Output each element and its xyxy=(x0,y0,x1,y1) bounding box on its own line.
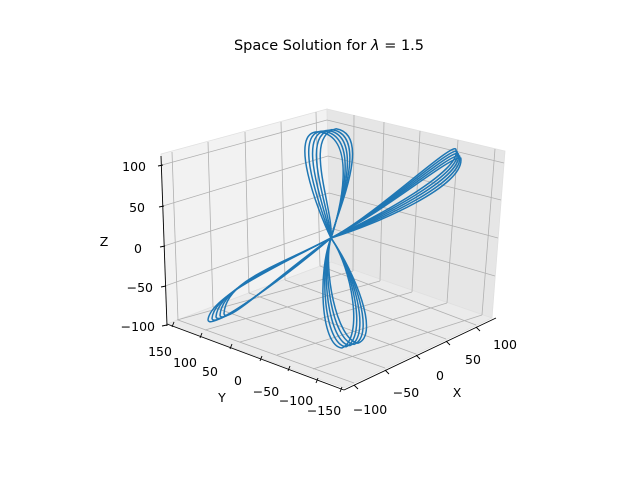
x-tick-label: −100 xyxy=(353,402,387,417)
z-tick-label: 100 xyxy=(122,159,146,174)
x-tick xyxy=(384,369,390,375)
trajectory-series xyxy=(207,128,462,349)
trajectory-loop xyxy=(223,128,462,344)
y-tick xyxy=(339,386,343,393)
grid-line xyxy=(164,227,331,287)
z-axis-line xyxy=(160,155,168,327)
y-tick-label: 50 xyxy=(202,364,218,379)
y-tick-label: −50 xyxy=(253,384,279,399)
z-tick-label: 50 xyxy=(129,200,145,215)
z-tick-label: −50 xyxy=(127,280,153,295)
y-tick-label: 100 xyxy=(173,355,197,370)
x-tick xyxy=(353,384,359,390)
y-axis-line xyxy=(166,323,345,391)
grid-line xyxy=(239,291,413,343)
x-tick-labels: −100 −50 0 50 100 xyxy=(353,337,517,417)
grid-line xyxy=(163,192,330,247)
y-tick xyxy=(171,321,175,328)
grid-line xyxy=(326,119,505,164)
grid-line xyxy=(312,314,483,370)
grid-line xyxy=(280,121,286,281)
z-tick-label: 0 xyxy=(134,241,142,256)
x-tick xyxy=(475,326,481,332)
grid-line xyxy=(276,302,448,356)
grid-line xyxy=(207,141,214,308)
y-tick-label: −150 xyxy=(307,403,341,418)
grid-line xyxy=(481,148,496,316)
y-tick-labels: 150 100 50 0 −50 −100 −150 xyxy=(148,344,341,418)
x-axis-line xyxy=(343,317,497,391)
chart-title-symbol: λ xyxy=(370,38,380,54)
grid-line xyxy=(352,114,355,272)
y-tick xyxy=(287,365,291,372)
grid-line xyxy=(177,319,355,384)
y-tick-label: 150 xyxy=(148,344,172,359)
y-axis-label: Y xyxy=(217,390,226,405)
z-axis-label: Z xyxy=(100,234,109,249)
grid-line xyxy=(161,119,328,166)
z-tick-labels: 100 50 0 −50 −100 xyxy=(121,159,155,334)
grid-line xyxy=(379,121,385,282)
grid-line xyxy=(329,227,496,277)
grid-line xyxy=(446,139,459,304)
grid-line xyxy=(244,131,250,294)
chart-title-suffix: = 1.5 xyxy=(380,38,424,54)
grid-line xyxy=(319,265,477,326)
grid-line xyxy=(171,151,179,321)
x-tick-label: −50 xyxy=(393,385,419,400)
y-tick-label: 0 xyxy=(234,373,242,388)
grid-line xyxy=(212,306,386,369)
grid-line xyxy=(162,155,329,207)
y-tick xyxy=(315,377,319,384)
z-tick xyxy=(159,245,166,248)
x-tick xyxy=(445,340,451,346)
y-tick xyxy=(199,332,203,339)
chart-title: Space Solution for λ = 1.5 xyxy=(234,38,424,54)
x-tick-label: 50 xyxy=(465,352,481,367)
grid-line xyxy=(411,130,421,293)
axis-spines xyxy=(160,155,497,391)
x-tick xyxy=(415,354,421,360)
y-tick xyxy=(259,355,263,362)
z-tick xyxy=(160,285,167,288)
grid-line xyxy=(284,279,447,340)
z-tick xyxy=(161,324,168,327)
z-tick xyxy=(158,205,165,208)
y-tick-label: −100 xyxy=(279,393,313,408)
y-tick xyxy=(229,343,233,350)
tick-marks xyxy=(157,164,481,393)
z-tick-label: −100 xyxy=(121,319,155,334)
x-tick-label: 100 xyxy=(493,337,517,352)
grid-line xyxy=(328,192,499,239)
x-axis-label: X xyxy=(453,385,462,400)
chart-title-prefix: Space Solution for xyxy=(234,38,371,54)
z-tick xyxy=(157,164,164,167)
x-tick-label: 0 xyxy=(436,368,444,383)
